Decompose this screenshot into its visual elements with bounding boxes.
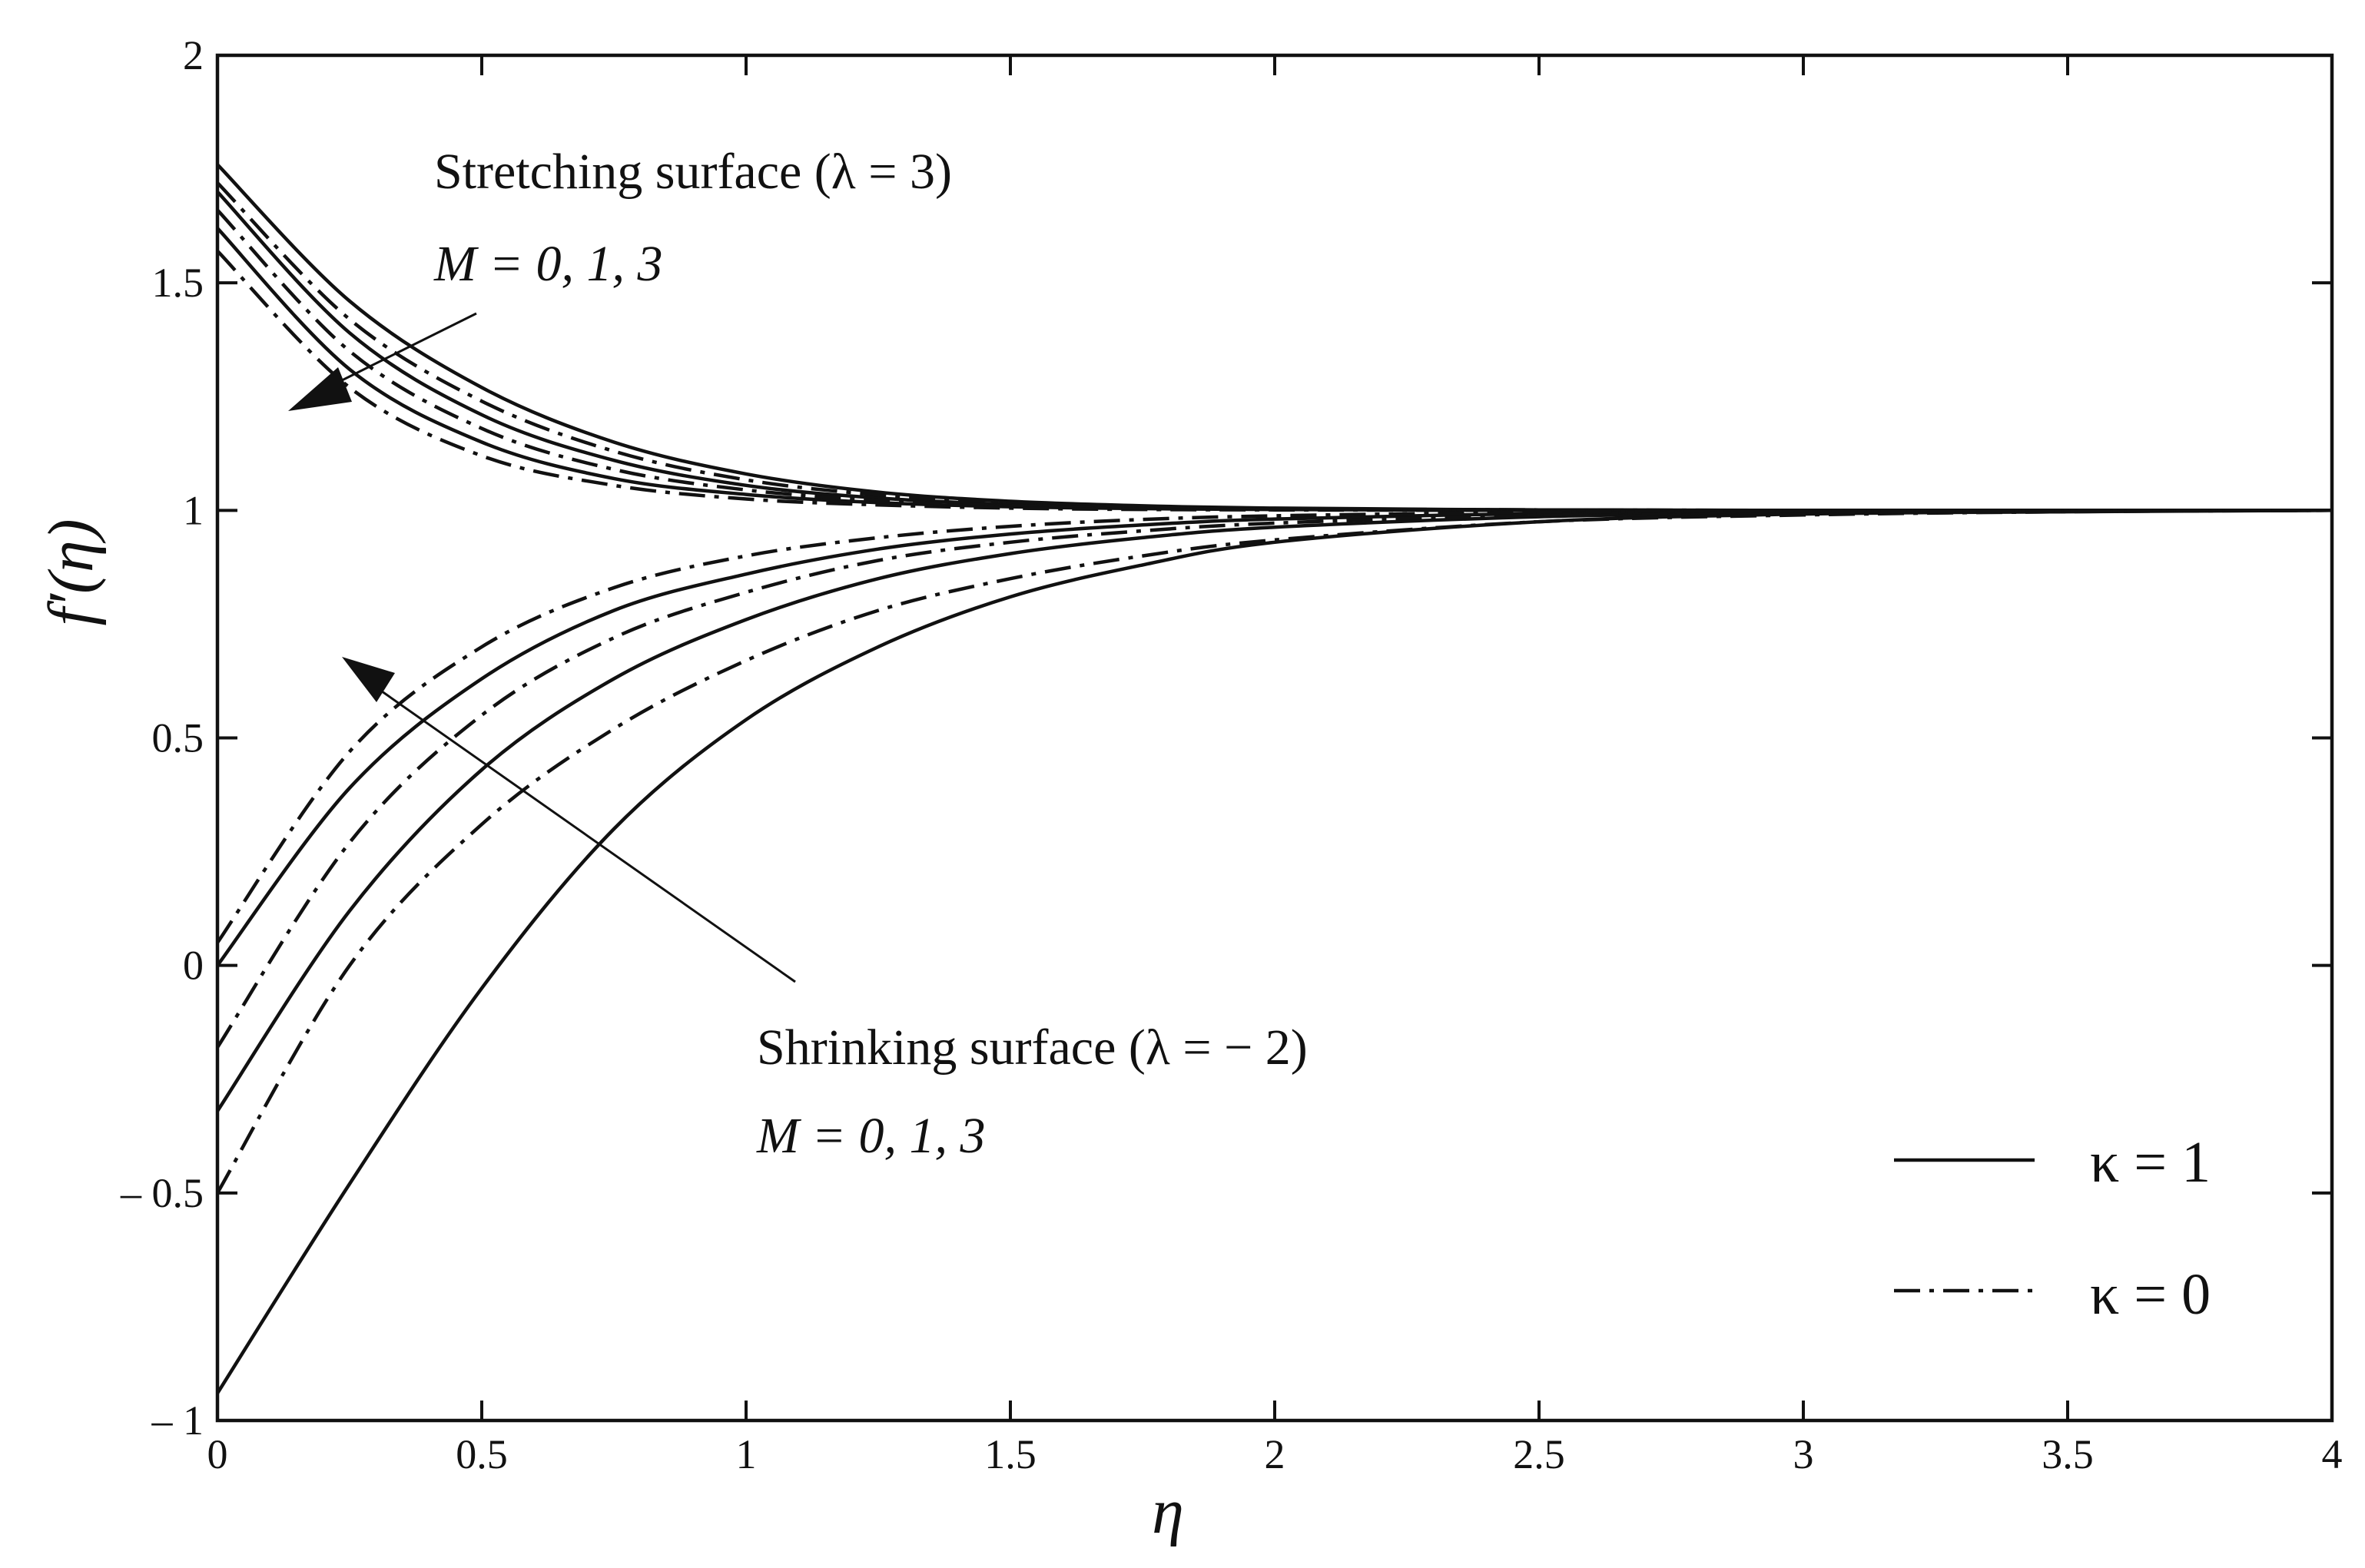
series-line-12 xyxy=(216,509,2333,944)
series-line-11 xyxy=(216,509,2333,1049)
shrinking-arrowhead xyxy=(342,657,395,702)
x-axis-title: η xyxy=(1152,1476,1184,1547)
y-tick-label: – 1 xyxy=(151,1397,204,1444)
x-tick-label: 1 xyxy=(736,1431,757,1477)
y-tick-label: 1.5 xyxy=(152,260,204,306)
shrinking-arrow-line xyxy=(376,686,796,983)
legend: κ = 1 κ = 0 xyxy=(1894,1130,2211,1327)
stretching-arrowhead xyxy=(288,367,352,411)
x-tick-label: 0.5 xyxy=(456,1431,508,1477)
x-tick-label: 3.5 xyxy=(2042,1431,2094,1477)
curves-group xyxy=(216,163,2333,1394)
y-tick-label: 0 xyxy=(183,943,204,989)
x-tick-label: 1.5 xyxy=(984,1431,1037,1477)
legend-label-kappa-0: κ = 0 xyxy=(2090,1262,2211,1327)
y-tick-label: – 0.5 xyxy=(120,1170,204,1216)
stretching-annotation-params: M = 0, 1, 3 xyxy=(433,236,663,292)
x-tick-labels: 0 0.5 1 1.5 2 2.5 3 3.5 4 xyxy=(207,1431,2343,1477)
y-axis-title: f′(η) xyxy=(35,519,107,625)
stretching-arrow-line xyxy=(318,312,477,393)
series-line-7 xyxy=(216,509,2333,1394)
shrinking-annotation-title: Shrinking surface (λ = − 2) xyxy=(757,1019,1308,1076)
y-tick-label: 0.5 xyxy=(152,715,204,761)
x-tick-label: 2.5 xyxy=(1513,1431,1565,1477)
x-tick-label: 2 xyxy=(1265,1431,1285,1477)
plot-frame xyxy=(215,53,2334,1423)
y-tick-label: 2 xyxy=(183,32,204,78)
x-tick-label: 4 xyxy=(2322,1431,2343,1477)
x-tick-label: 3 xyxy=(1793,1431,1814,1477)
series-line-9 xyxy=(216,509,2333,967)
legend-label-kappa-1: κ = 1 xyxy=(2090,1130,2211,1195)
shrinking-annotation-params: M = 0, 1, 3 xyxy=(756,1108,986,1164)
series-line-10 xyxy=(216,509,2333,1194)
x-tick-label: 0 xyxy=(207,1431,228,1477)
y-tick-label: 1 xyxy=(183,487,204,533)
stretching-annotation-title: Stretching surface (λ = 3) xyxy=(434,144,952,200)
series-line-4 xyxy=(216,181,2332,512)
series-line-5 xyxy=(216,208,2332,512)
y-tick-labels: – 1 – 0.5 0 0.5 1 1.5 2 xyxy=(120,32,204,1444)
